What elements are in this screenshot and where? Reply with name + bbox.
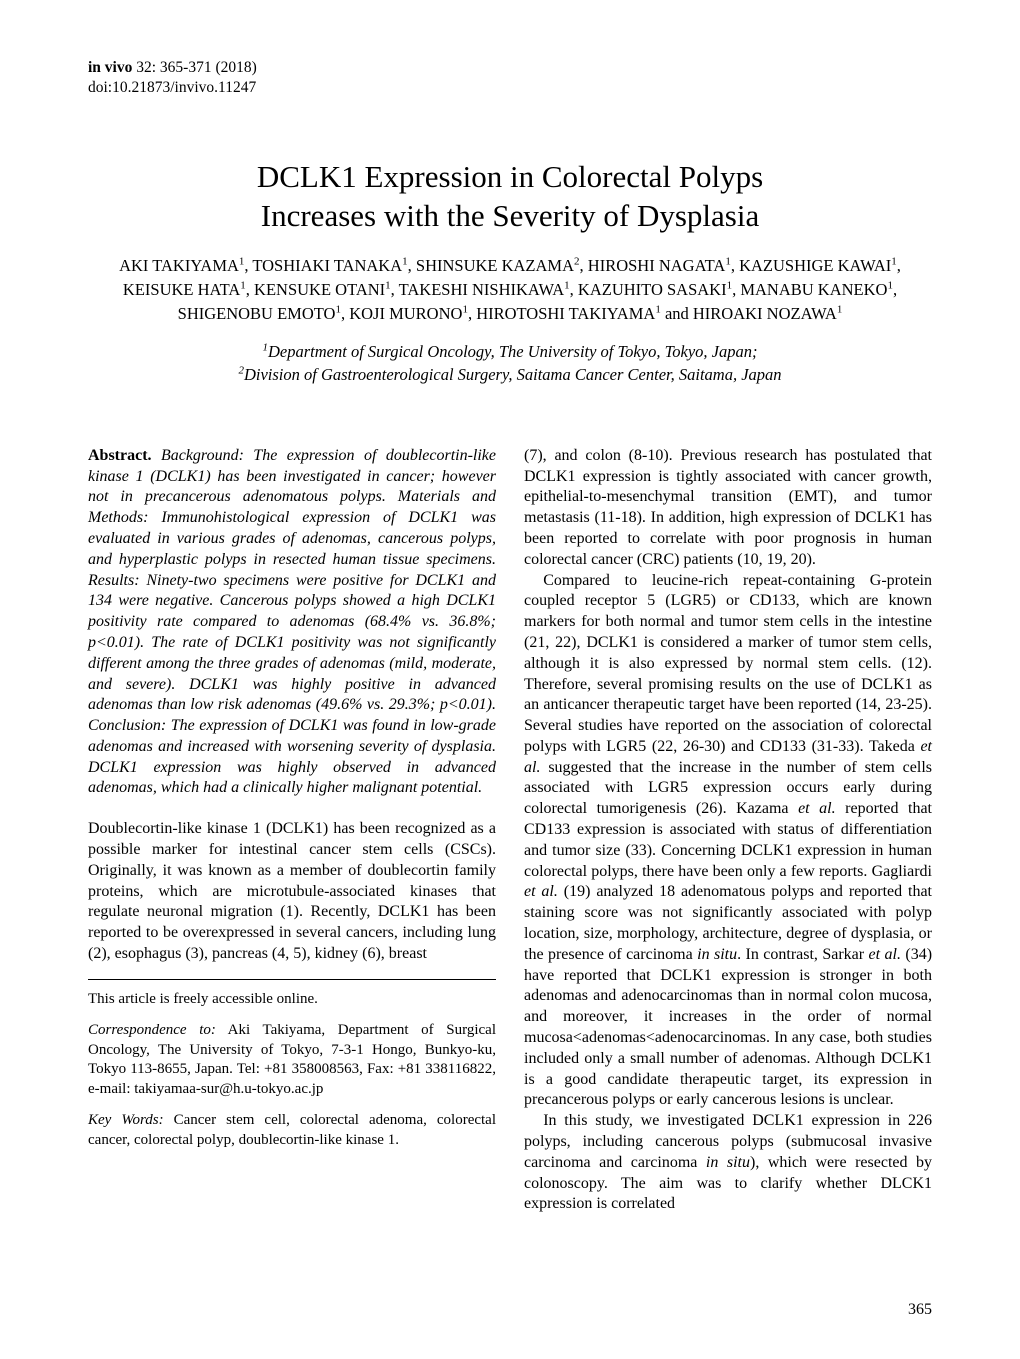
author: SHIGENOBU EMOTO [178,304,336,323]
intro-paragraph: Doublecortin-like kinase 1 (DCLK1) has b… [88,819,496,965]
keywords: Key Words: Cancer stem cell, colorectal … [88,1111,496,1150]
et-al: et al. [524,883,558,900]
article-title: DCLK1 Expression in Colorectal Polyps In… [88,158,932,236]
authors: AKI TAKIYAMA1, TOSHIAKI TANAKA1, SHINSUK… [88,254,932,326]
body-columns: Abstract. Background: The expression of … [88,446,932,1215]
affiliation-1: Department of Surgical Oncology, The Uni… [268,342,757,361]
body-paragraph: Compared to leucine-rich repeat-containi… [524,571,932,1112]
journal-name: in vivo [88,59,132,76]
author: , TOSHIAKI TANAKA [244,256,402,275]
vol-pages: 32: 365-371 (2018) [132,59,256,76]
author: , KOJI MURONO [341,304,462,323]
body-paragraph: (7), and colon (8-10). Previous research… [524,446,932,571]
affiliations: 1Department of Surgical Oncology, The Un… [88,340,932,386]
in-situ: in situ [706,1154,750,1171]
footnotes: This article is freely accessible online… [88,990,496,1151]
author: , KAZUHITO SASAKI [570,280,727,299]
footnote-rule [88,979,496,980]
author: , SHINSUKE KAZAMA [408,256,574,275]
author: , MANABU KANEKO [732,280,887,299]
title-line-1: DCLK1 Expression in Colorectal Polyps [257,159,763,194]
author: , TAKESHI NISHIKAWA [391,280,565,299]
open-access-note: This article is freely accessible online… [88,990,496,1010]
author: , KENSUKE OTANI [246,280,385,299]
column-2: (7), and colon (8-10). Previous research… [524,446,932,1215]
running-head: in vivo 32: 365-371 (2018) doi:10.21873/… [88,58,932,98]
page-number: 365 [908,1301,932,1319]
body-paragraph: In this study, we investigated DCLK1 exp… [524,1111,932,1215]
title-line-2: Increases with the Severity of Dysplasia [261,198,759,233]
author: , HIROTOSHI TAKIYAMA [468,304,655,323]
abstract-body: Background: The expression of doublecort… [88,447,496,797]
affiliation-2: Division of Gastroenterological Surgery,… [244,365,782,384]
correspondence: Correspondence to: Aki Takiyama, Departm… [88,1021,496,1099]
author: KEISUKE HATA [123,280,240,299]
et-al: et al. [869,946,901,963]
keywords-label: Key Words: [88,1112,164,1128]
et-al: et al. [798,800,836,817]
author: , KAZUSHIGE KAWAI [731,256,891,275]
abstract-label: Abstract. [88,447,152,464]
page: in vivo 32: 365-371 (2018) doi:10.21873/… [0,0,1020,1359]
author: , HIROSHI NAGATA [580,256,726,275]
intro: Doublecortin-like kinase 1 (DCLK1) has b… [88,819,496,965]
abstract: Abstract. Background: The expression of … [88,446,496,800]
author: and HIROAKI NOZAWA [661,304,837,323]
doi: doi:10.21873/invivo.11247 [88,79,256,96]
in-situ: in situ [697,946,737,963]
author: AKI TAKIYAMA [119,256,239,275]
correspondence-label: Correspondence to: [88,1022,216,1038]
